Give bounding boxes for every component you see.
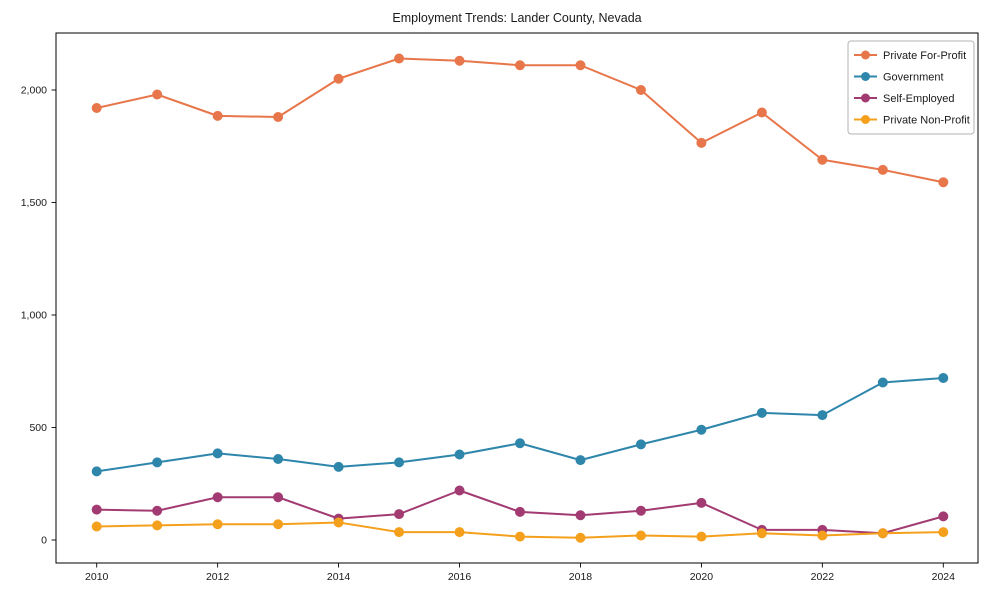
legend-marker-icon xyxy=(861,93,870,103)
data-point-private-for-profit-2016 xyxy=(454,55,465,66)
data-point-government-2021 xyxy=(756,407,767,418)
data-point-self-employed-2018 xyxy=(575,510,586,521)
data-point-self-employed-2013 xyxy=(273,492,284,503)
y-tick-label: 1,500 xyxy=(21,197,47,209)
data-point-government-2013 xyxy=(273,454,284,464)
data-point-private-for-profit-2014 xyxy=(333,73,344,84)
legend-item-private-for-profit: Private For-Profit xyxy=(854,50,966,62)
legend-label: Private Non-Profit xyxy=(883,114,970,126)
data-point-private-for-profit-2021 xyxy=(756,107,767,118)
data-point-self-employed-2011 xyxy=(152,505,163,516)
data-point-self-employed-2024 xyxy=(938,511,949,522)
data-point-private-non-profit-2011 xyxy=(152,520,163,531)
x-tick-label: 2018 xyxy=(569,571,593,583)
x-tick-label: 2016 xyxy=(448,571,472,583)
data-point-private-for-profit-2023 xyxy=(877,164,888,175)
data-point-government-2010 xyxy=(91,466,102,477)
data-point-self-employed-2019 xyxy=(635,505,646,516)
data-point-self-employed-2020 xyxy=(696,497,707,508)
y-tick-label: 1,000 xyxy=(21,310,47,322)
plot-series xyxy=(91,53,949,543)
data-point-self-employed-2016 xyxy=(454,485,465,496)
y-tick-label: 500 xyxy=(29,422,47,434)
data-point-private-non-profit-2012 xyxy=(212,519,223,530)
data-point-private-non-profit-2010 xyxy=(91,521,102,532)
legend: Private For-Profit Government Self-Employe… xyxy=(847,40,975,135)
data-point-government-2018 xyxy=(575,455,586,466)
data-point-private-non-profit-2018 xyxy=(575,532,586,543)
y-tick-label: 2,000 xyxy=(21,85,47,97)
data-point-private-for-profit-2012 xyxy=(212,110,223,121)
data-point-government-2016 xyxy=(454,449,465,460)
data-point-private-for-profit-2013 xyxy=(273,112,284,122)
data-point-self-employed-2010 xyxy=(91,504,102,515)
chart-title: Employment Trends: Lander County, Nevada xyxy=(392,11,641,25)
legend-label: Private For-Profit xyxy=(883,50,966,62)
data-point-government-2023 xyxy=(877,377,888,388)
data-point-government-2017 xyxy=(514,438,525,449)
plot-border xyxy=(55,32,979,564)
data-point-private-non-profit-2019 xyxy=(635,530,646,541)
data-point-private-for-profit-2022 xyxy=(817,154,828,165)
data-point-private-for-profit-2010 xyxy=(91,103,102,113)
data-point-government-2012 xyxy=(212,448,223,459)
data-point-private-non-profit-2022 xyxy=(817,530,828,541)
data-point-private-for-profit-2011 xyxy=(152,89,163,100)
legend-item-self-employed: Self-Employed xyxy=(854,93,955,105)
legend-box xyxy=(847,40,975,135)
legend-item-government: Government xyxy=(854,71,944,83)
data-point-private-non-profit-2020 xyxy=(696,531,707,542)
data-point-private-non-profit-2014 xyxy=(333,517,344,528)
data-point-government-2020 xyxy=(696,424,707,435)
data-point-self-employed-2017 xyxy=(514,506,525,517)
data-point-private-non-profit-2021 xyxy=(756,528,767,539)
data-point-private-non-profit-2017 xyxy=(514,531,525,542)
data-point-private-non-profit-2015 xyxy=(394,527,405,538)
x-tick-label: 2022 xyxy=(811,571,835,583)
series-line-private-for-profit xyxy=(96,57,944,184)
legend-marker-icon xyxy=(861,115,870,124)
data-point-private-non-profit-2023 xyxy=(877,528,888,539)
data-point-self-employed-2012 xyxy=(212,492,223,503)
x-tick-label: 2020 xyxy=(690,571,714,583)
legend-label: Self-Employed xyxy=(883,93,955,105)
legend-marker-icon xyxy=(861,50,870,60)
data-point-self-employed-2015 xyxy=(394,509,405,520)
x-tick-label: 2012 xyxy=(206,571,230,583)
series-line-government xyxy=(96,377,944,473)
data-point-private-for-profit-2024 xyxy=(938,177,949,188)
data-point-private-for-profit-2019 xyxy=(635,85,646,95)
x-tick-label: 2014 xyxy=(327,571,351,583)
data-point-government-2014 xyxy=(333,461,344,472)
x-tick-label: 2024 xyxy=(932,571,956,583)
data-point-private-for-profit-2018 xyxy=(575,60,586,71)
data-point-private-for-profit-2015 xyxy=(394,53,405,64)
legend-marker-icon xyxy=(861,72,870,81)
data-point-private-for-profit-2020 xyxy=(696,137,707,148)
data-point-private-non-profit-2016 xyxy=(454,527,465,538)
data-point-private-non-profit-2013 xyxy=(273,519,284,530)
data-point-government-2015 xyxy=(394,457,405,468)
data-point-government-2011 xyxy=(152,457,163,468)
legend-item-private-non-profit: Private Non-Profit xyxy=(854,114,970,126)
data-point-private-for-profit-2017 xyxy=(514,60,525,71)
y-tick-label: 0 xyxy=(41,535,47,547)
x-tick-label: 2010 xyxy=(85,571,109,583)
axes: 2010 2012 2014 2016 2018 2020 2022 2024 0 500 1,00… xyxy=(21,32,979,583)
data-point-government-2022 xyxy=(817,410,828,421)
data-point-government-2024 xyxy=(938,373,949,383)
data-point-private-non-profit-2024 xyxy=(938,527,949,538)
data-point-government-2019 xyxy=(635,439,646,450)
legend-label: Government xyxy=(883,71,944,83)
